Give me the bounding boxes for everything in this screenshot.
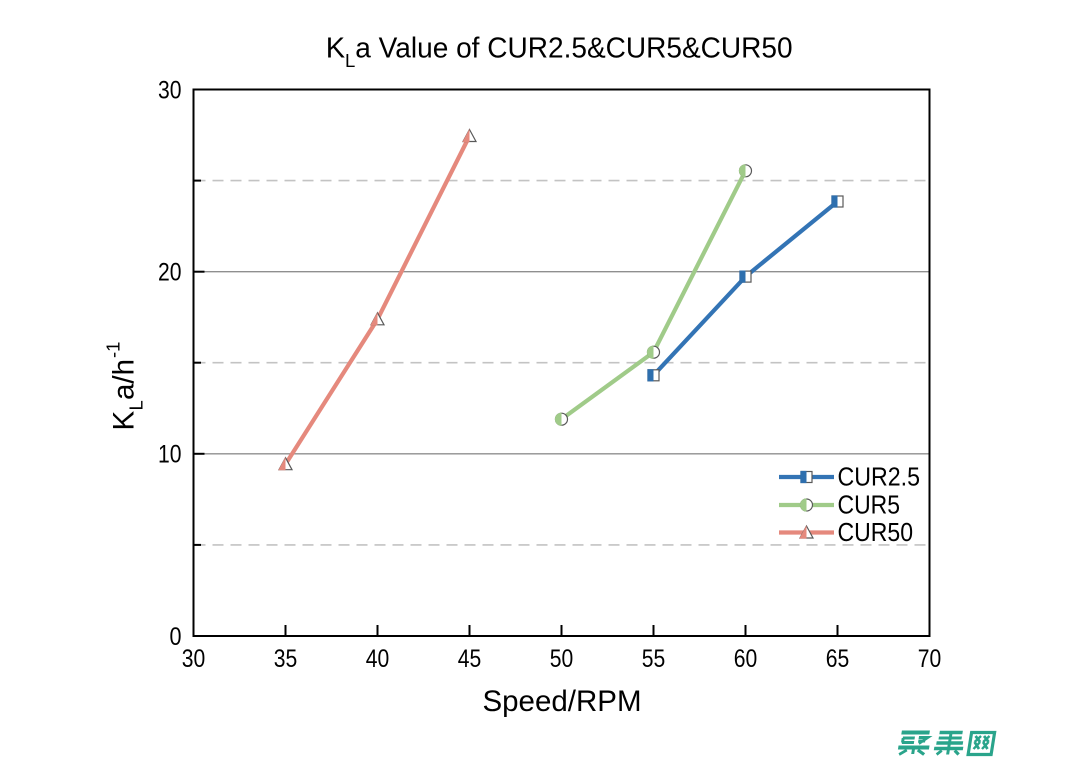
svg-text:45: 45 — [458, 645, 482, 673]
svg-text:CUR50: CUR50 — [838, 517, 914, 547]
svg-text:L: L — [345, 50, 355, 71]
svg-text:CUR2.5: CUR2.5 — [838, 461, 921, 491]
svg-text:35: 35 — [274, 645, 298, 673]
svg-text:30: 30 — [158, 76, 182, 104]
svg-text:a/h: a/h — [108, 359, 141, 400]
svg-text:-1: -1 — [103, 342, 124, 358]
svg-text:Speed/RPM: Speed/RPM — [482, 685, 641, 718]
svg-text:55: 55 — [642, 645, 666, 673]
svg-text:40: 40 — [366, 645, 390, 673]
svg-text:65: 65 — [826, 645, 850, 673]
svg-text:20: 20 — [158, 259, 182, 287]
svg-text:30: 30 — [182, 645, 206, 673]
svg-text:K: K — [326, 32, 346, 64]
svg-text:10: 10 — [158, 441, 182, 469]
svg-text:60: 60 — [734, 645, 758, 673]
svg-text:a Value of CUR2.5&CUR5&CUR50: a Value of CUR2.5&CUR5&CUR50 — [355, 32, 792, 64]
svg-text:0: 0 — [170, 623, 182, 651]
svg-text:CUR5: CUR5 — [838, 489, 901, 519]
svg-text:70: 70 — [918, 645, 942, 673]
svg-text:K: K — [108, 411, 141, 431]
svg-text:50: 50 — [550, 645, 574, 673]
svg-text:L: L — [126, 400, 147, 410]
